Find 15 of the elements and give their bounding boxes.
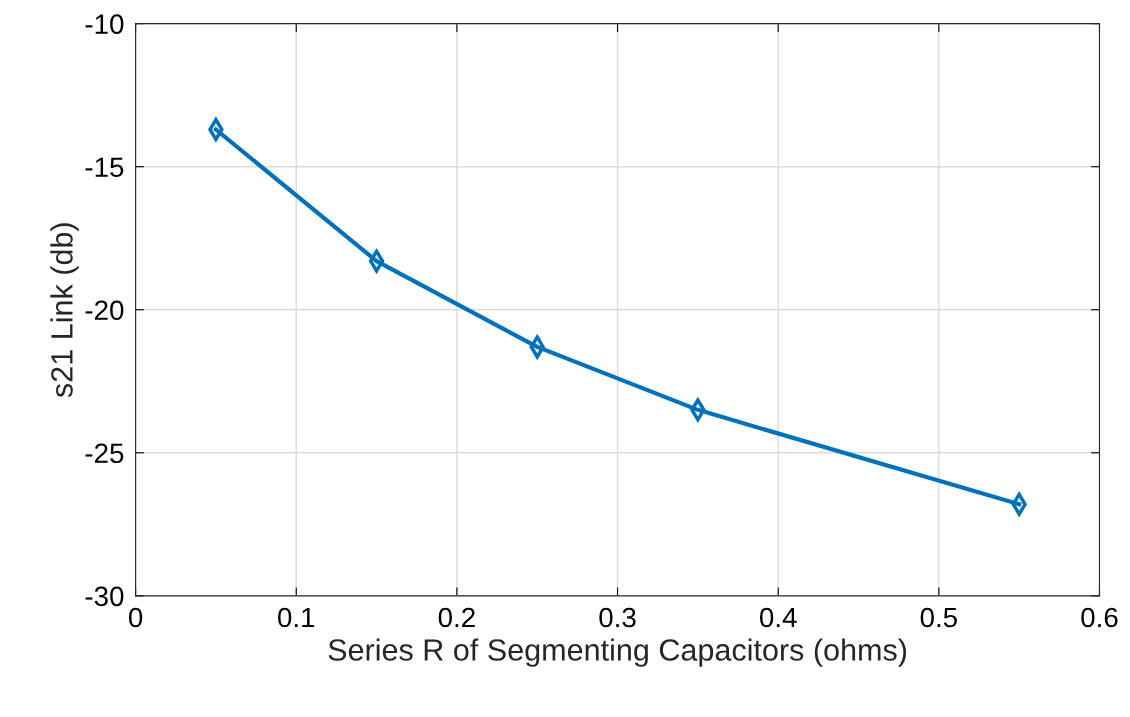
x-tick-label: 0.2 [438, 607, 475, 628]
x-tick-label: 0.6 [1081, 607, 1118, 628]
x-tick-label: 0.5 [920, 607, 957, 628]
x-axis-title: Series R of Segmenting Capacitors (ohms) [328, 638, 907, 667]
x-tick-label: 0.4 [759, 607, 797, 628]
x-tick-label: 0 [128, 607, 143, 628]
y-tick-label: -10 [85, 14, 124, 34]
y-tick-label: -30 [85, 586, 124, 607]
y-tick-label: -15 [85, 157, 124, 178]
point [368, 249, 385, 273]
y-tick-label: -20 [85, 300, 124, 321]
x-tick-label: 0.3 [599, 607, 636, 628]
y-axis-title: s21 Link (db) [50, 223, 79, 398]
y-tick-label: -25 [85, 443, 124, 464]
x-tick-label: 0.1 [278, 607, 315, 628]
